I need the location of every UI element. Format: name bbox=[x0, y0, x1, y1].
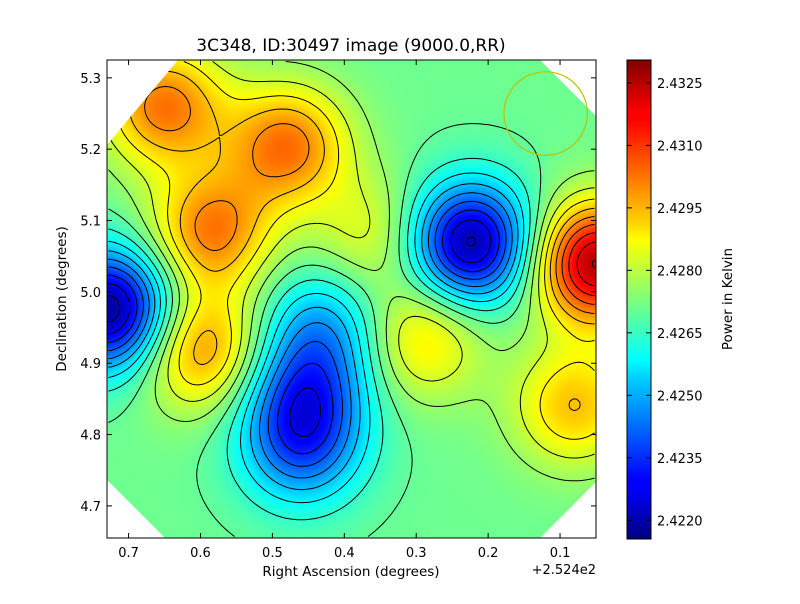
contour-line bbox=[568, 232, 595, 297]
beam-circle bbox=[503, 71, 588, 156]
x-tick-label: 0.2 bbox=[478, 546, 499, 561]
x-tick-label: 0.7 bbox=[118, 546, 139, 561]
y-tick-label: 5.1 bbox=[80, 215, 101, 230]
colorbar-gradient bbox=[626, 59, 652, 540]
colorbar-tick-label: 2.4310 bbox=[657, 139, 703, 154]
y-tick-label: 4.7 bbox=[80, 500, 101, 515]
contour-line bbox=[144, 86, 595, 314]
x-tick-label: 0.4 bbox=[334, 546, 355, 561]
colorbar: 2.4220 2.4235 2.4250 2.4265 2.4280 2.4295 2.43… bbox=[626, 59, 736, 540]
contour-line bbox=[108, 200, 507, 467]
contour-line bbox=[561, 224, 595, 305]
contour-line bbox=[591, 259, 595, 269]
colorbar-tick-label: 2.4235 bbox=[657, 452, 703, 467]
heatmap-raster bbox=[107, 60, 596, 538]
y-tick-label: 5.0 bbox=[80, 286, 101, 301]
contour-line bbox=[108, 172, 525, 504]
colorbar-tick-label: 2.4265 bbox=[657, 327, 703, 342]
x-tick-label: 0.3 bbox=[406, 546, 427, 561]
colorbar-label: Power in Kelvin bbox=[720, 248, 736, 350]
colorbar-tick-label: 2.4325 bbox=[657, 77, 703, 92]
chart-title: 3C348, ID:30497 image (9000.0,RR) bbox=[196, 36, 505, 56]
x-axis-offset: +2.524e2 bbox=[532, 563, 596, 578]
x-axis: 0.7 0.6 0.5 0.4 0.3 0.2 0.1 bbox=[118, 60, 570, 561]
contour-lines bbox=[108, 61, 595, 537]
colorbar-tick-label: 2.4295 bbox=[657, 202, 703, 217]
plot-frame bbox=[106, 59, 597, 539]
y-tick-label: 4.9 bbox=[80, 357, 101, 372]
y-tick-label: 4.8 bbox=[80, 429, 101, 444]
y-axis: 4.7 4.8 4.9 5.0 5.1 5.2 5.3 bbox=[80, 72, 596, 515]
contour-line bbox=[108, 209, 500, 455]
colorbar-tick-label: 2.4250 bbox=[657, 389, 703, 404]
x-tick-label: 0.5 bbox=[262, 546, 283, 561]
contour-line bbox=[108, 61, 595, 482]
contour-line bbox=[108, 157, 531, 521]
contour-line bbox=[108, 183, 519, 491]
y-tick-label: 5.3 bbox=[80, 72, 101, 87]
y-tick-label: 5.2 bbox=[80, 143, 101, 158]
contour-line bbox=[108, 219, 492, 438]
x-axis-label: Right Ascension (degrees) bbox=[262, 564, 439, 580]
y-axis-label: Declination (degrees) bbox=[54, 226, 70, 371]
x-tick-label: 0.1 bbox=[550, 546, 571, 561]
x-tick-label: 0.6 bbox=[190, 546, 211, 561]
colorbar-tick-label: 2.4220 bbox=[657, 514, 703, 529]
heatmap-image bbox=[107, 60, 596, 538]
contour-line bbox=[576, 241, 595, 287]
contour-line bbox=[108, 123, 542, 537]
contour-line bbox=[108, 236, 476, 323]
plot-area bbox=[107, 60, 596, 538]
contour-line bbox=[108, 192, 513, 479]
colorbar-tick-label: 2.4280 bbox=[657, 264, 703, 279]
colorbar-ticks: 2.4220 2.4235 2.4250 2.4265 2.4280 2.4295 2.43… bbox=[627, 77, 703, 529]
